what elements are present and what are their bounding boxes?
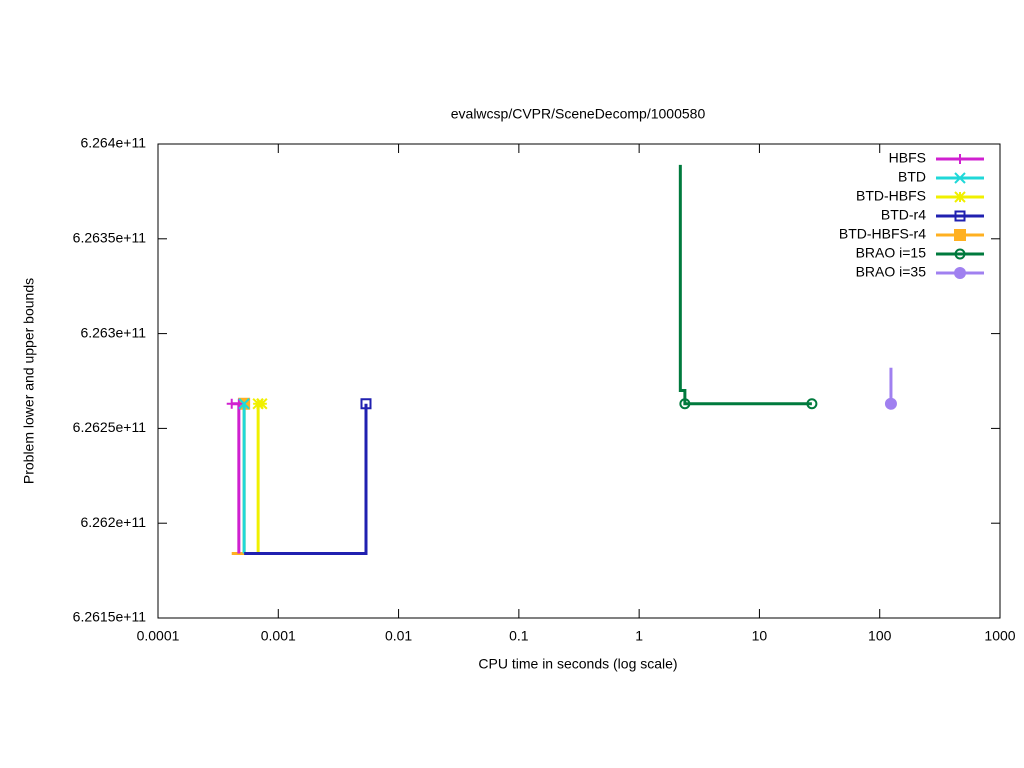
x-tick-label: 0.01 [385, 628, 412, 644]
marker [954, 229, 966, 241]
marker [360, 398, 372, 410]
y-tick-label: 6.262e+11 [80, 514, 146, 530]
x-tick-label: 0.001 [261, 628, 296, 644]
plot-border [157, 143, 1001, 619]
legend-label: BTD-r4 [881, 207, 926, 223]
marker-part [360, 398, 372, 410]
marker [238, 398, 250, 410]
x-tick-label: 0.0001 [137, 628, 180, 644]
marker [256, 398, 268, 410]
y-tick-label: 6.2615e+11 [73, 609, 147, 625]
marker [954, 248, 966, 260]
legend-label: BRAO i=35 [856, 264, 927, 280]
y-tick-label: 6.264e+11 [80, 135, 146, 151]
marker-part [256, 398, 268, 410]
marker-part [954, 191, 966, 203]
series-line [244, 403, 368, 556]
marker [806, 398, 818, 410]
legend-label: BRAO i=15 [856, 245, 927, 261]
marker [954, 267, 966, 279]
marker [954, 210, 966, 222]
x-tick-label: 100 [868, 628, 892, 644]
marker [679, 398, 691, 410]
series-line [678, 164, 812, 406]
marker [884, 397, 897, 410]
y-axis-label: Problem lower and upper bounds [21, 278, 37, 484]
x-tick-label: 1 [635, 628, 643, 644]
x-tick-label: 1000 [984, 628, 1015, 644]
marker-part [954, 248, 966, 260]
y-tick-label: 6.263e+11 [80, 324, 146, 340]
x-axis-label: CPU time in seconds (log scale) [478, 656, 677, 672]
marker [954, 172, 966, 184]
series-line [231, 402, 241, 554]
marker-part [679, 398, 691, 410]
series-line [256, 402, 262, 554]
marker-part [884, 397, 897, 410]
x-tick-label: 0.1 [509, 628, 529, 644]
chart-title: evalwcsp/CVPR/SceneDecomp/1000580 [451, 106, 706, 122]
marker-part [954, 172, 966, 184]
legend-label: BTD-HBFS-r4 [839, 226, 926, 242]
marker-part [238, 398, 250, 410]
marker-part [954, 229, 966, 241]
legend-label: BTD [898, 169, 926, 185]
marker-part [954, 267, 966, 279]
legend-label: BTD-HBFS [856, 188, 926, 204]
marker-part [954, 210, 966, 222]
marker-part [806, 398, 818, 410]
marker [955, 154, 965, 164]
y-tick-label: 6.2635e+11 [73, 230, 147, 246]
legend-label: HBFS [889, 150, 926, 166]
marker [954, 191, 966, 203]
x-tick-label: 10 [752, 628, 768, 644]
y-tick-label: 6.2625e+11 [73, 419, 147, 435]
marker [226, 398, 237, 409]
